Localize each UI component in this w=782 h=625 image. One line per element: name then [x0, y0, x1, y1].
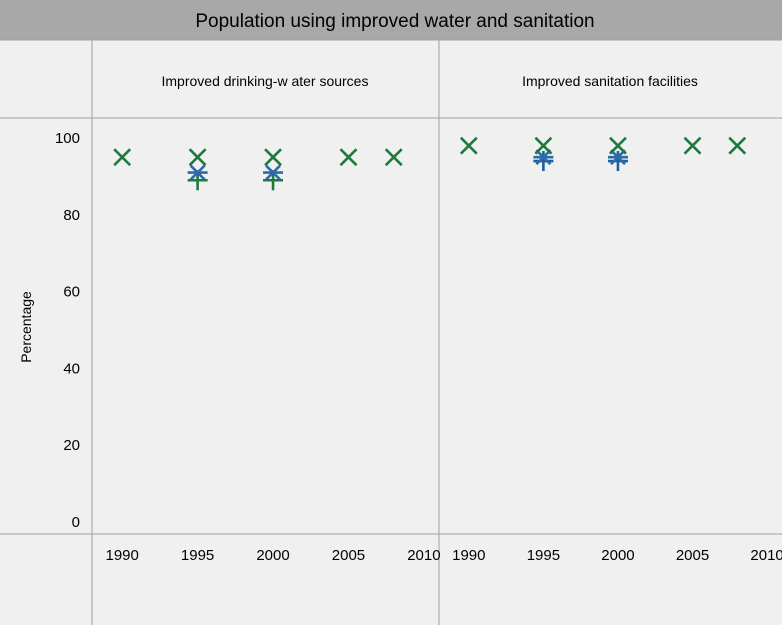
- y-tick-label: 40: [63, 360, 80, 377]
- panel-label-drinking-water: Improved drinking-w ater sources: [162, 73, 369, 89]
- y-tick-label: 100: [55, 130, 80, 147]
- chart-title: Population using improved water and sani…: [195, 11, 594, 32]
- y-tick-label: 60: [63, 284, 80, 301]
- y-tick-label: 80: [63, 207, 80, 224]
- y-tick-label: 20: [63, 437, 80, 454]
- data-point: [609, 136, 627, 155]
- data-marks: [113, 136, 747, 191]
- x-tick-label: 2000: [256, 547, 289, 564]
- x-tick-label: 2010: [750, 547, 782, 564]
- data-point: [113, 148, 132, 167]
- data-point: [188, 148, 207, 167]
- x-tick-label: 2005: [332, 547, 365, 564]
- data-point: [459, 136, 478, 155]
- data-point: [264, 148, 282, 167]
- y-tick-label: 0: [72, 514, 80, 531]
- data-point: [607, 149, 628, 166]
- title-bar: [0, 0, 782, 40]
- x-tick-label: 2000: [601, 547, 634, 564]
- x-tick-label: 2010: [407, 547, 440, 564]
- data-point: [384, 148, 403, 167]
- data-point: [534, 136, 553, 155]
- data-point: [263, 164, 284, 181]
- y-axis-title: Percentage: [18, 291, 34, 363]
- data-point: [339, 148, 358, 167]
- x-tick-group: 1990 1995 2000 2005 2010 1990 1995 2000 2005 2010: [105, 547, 782, 564]
- x-tick-label: 1995: [527, 547, 560, 564]
- x-tick-label: 2005: [676, 547, 709, 564]
- panel-label-sanitation: Improved sanitation facilities: [522, 73, 698, 89]
- x-tick-label: 1990: [452, 547, 485, 564]
- data-point: [728, 136, 747, 155]
- data-point: [533, 151, 554, 172]
- data-point: [533, 149, 554, 166]
- x-tick-label: 1995: [181, 547, 214, 564]
- data-point: [187, 164, 208, 181]
- data-point: [683, 136, 702, 155]
- x-tick-label: 1990: [105, 547, 138, 564]
- y-tick-group: 0 20 40 60 80 100: [55, 130, 80, 531]
- data-point: [607, 151, 628, 172]
